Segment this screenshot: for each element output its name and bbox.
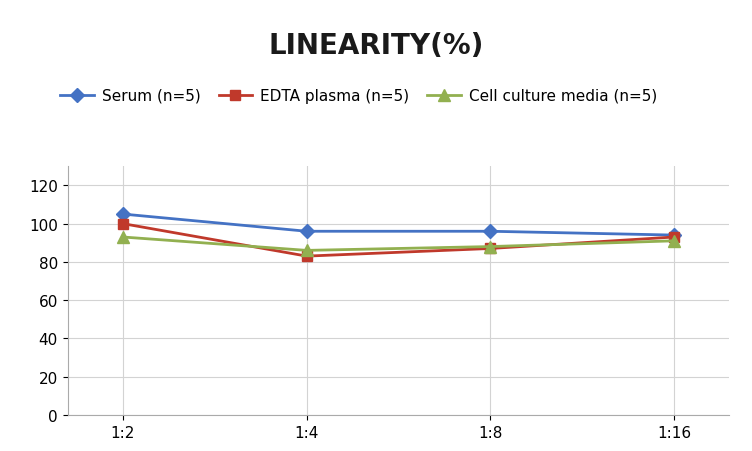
Serum (n=5): [118, 212, 127, 217]
EDTA plasma (n=5): [486, 246, 495, 252]
Line: Serum (n=5): Serum (n=5): [118, 210, 679, 240]
Cell culture media (n=5): [486, 244, 495, 250]
Serum (n=5): [670, 233, 679, 238]
Line: EDTA plasma (n=5): EDTA plasma (n=5): [118, 219, 679, 262]
Text: LINEARITY(%): LINEARITY(%): [268, 32, 484, 60]
EDTA plasma (n=5): [302, 254, 311, 259]
Cell culture media (n=5): [302, 248, 311, 253]
EDTA plasma (n=5): [118, 221, 127, 227]
Cell culture media (n=5): [670, 239, 679, 244]
Serum (n=5): [486, 229, 495, 235]
Cell culture media (n=5): [118, 235, 127, 240]
Legend: Serum (n=5), EDTA plasma (n=5), Cell culture media (n=5): Serum (n=5), EDTA plasma (n=5), Cell cul…: [60, 89, 656, 104]
Line: Cell culture media (n=5): Cell culture media (n=5): [117, 232, 680, 256]
EDTA plasma (n=5): [670, 235, 679, 240]
Serum (n=5): [302, 229, 311, 235]
